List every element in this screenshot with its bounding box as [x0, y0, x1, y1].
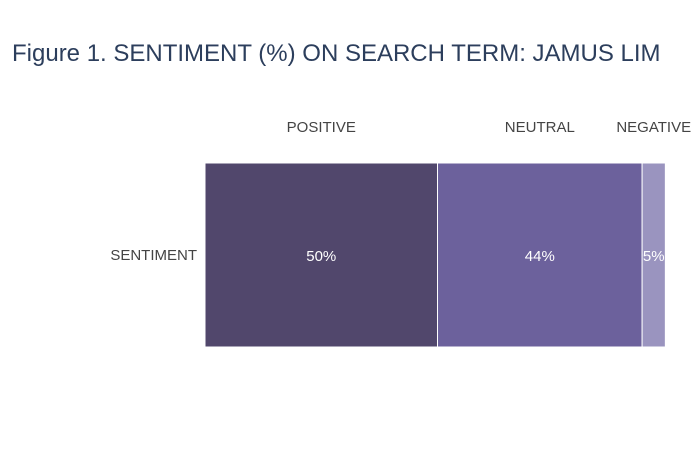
legend-label-positive: POSITIVE	[287, 119, 356, 136]
data-label-negative: 5%	[643, 248, 665, 265]
category-label: SENTIMENT	[110, 247, 197, 264]
bar-segment-positive	[204, 162, 438, 348]
data-label-positive: 50%	[306, 248, 336, 265]
chart-title: Figure 1. SENTIMENT (%) ON SEARCH TERM: …	[12, 40, 661, 67]
bar-segment-neutral	[437, 162, 643, 348]
data-label-neutral: 44%	[525, 248, 555, 265]
legend-label-neutral: NEUTRAL	[505, 119, 575, 136]
legend-label-negative: NEGATIVE	[616, 119, 691, 136]
bar-segment-negative	[641, 162, 666, 348]
